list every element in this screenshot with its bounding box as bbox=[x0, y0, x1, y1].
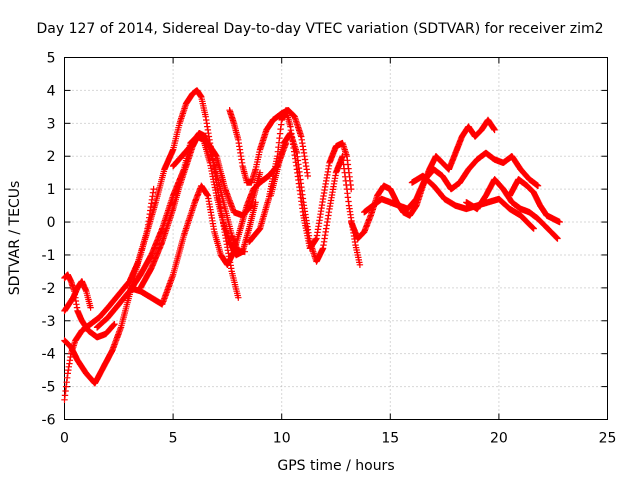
satellite-track-1 bbox=[61, 87, 242, 403]
y-tick-label: -4 bbox=[42, 347, 56, 363]
y-tick-label: -2 bbox=[42, 281, 56, 297]
data-point-markers bbox=[267, 130, 364, 268]
y-tick-label: 4 bbox=[47, 83, 56, 99]
y-tick-label: 0 bbox=[47, 215, 56, 231]
data-point-markers bbox=[169, 130, 264, 219]
x-tick-label: 0 bbox=[60, 431, 69, 447]
x-tick-label: 15 bbox=[381, 431, 399, 447]
y-axis-label: SDTVAR / TECUs bbox=[7, 181, 23, 296]
data-point-markers bbox=[506, 176, 563, 226]
y-tick-label: -5 bbox=[42, 380, 56, 396]
x-tick-label: 20 bbox=[490, 431, 508, 447]
x-tick-label: 5 bbox=[169, 431, 178, 447]
satellite-track-11 bbox=[267, 130, 364, 268]
x-tick-label: 10 bbox=[273, 431, 291, 447]
data-points bbox=[61, 87, 563, 403]
y-tick-label: -3 bbox=[42, 314, 56, 330]
chart-title: Day 127 of 2014, Sidereal Day-to-day VTE… bbox=[37, 21, 604, 37]
axis-ticks: 0 5 10 15 20 25 -6 -5 -4 -3 -2 -1 0 1 2 3 4 5 bbox=[42, 51, 617, 447]
data-point-markers bbox=[361, 149, 542, 216]
y-tick-label: 2 bbox=[47, 149, 56, 165]
satellite-track-16 bbox=[506, 176, 563, 226]
data-point-markers bbox=[61, 271, 118, 341]
y-tick-label: 5 bbox=[47, 51, 56, 67]
x-tick-label: 25 bbox=[599, 431, 617, 447]
y-tick-label: -6 bbox=[42, 413, 56, 429]
y-tick-label: 3 bbox=[47, 116, 56, 132]
plot-frame bbox=[64, 57, 608, 420]
x-axis-label: GPS time / hours bbox=[277, 458, 394, 474]
y-tick-label: -1 bbox=[42, 248, 56, 264]
y-tick-label: 1 bbox=[47, 182, 56, 198]
data-point-markers bbox=[61, 87, 242, 403]
satellite-track-4 bbox=[61, 271, 118, 341]
satellite-track-13 bbox=[361, 149, 542, 216]
grid bbox=[64, 57, 608, 420]
satellite-track-8 bbox=[169, 130, 264, 219]
